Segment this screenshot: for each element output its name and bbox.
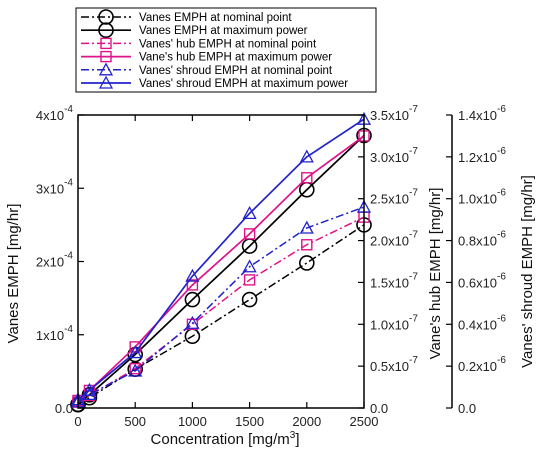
data-point — [241, 291, 258, 308]
right-tick-label: 0.2x10-6 — [458, 355, 506, 374]
left-tick-label: 3x10-4 — [36, 177, 74, 196]
left-axis-label: Vanes EMPH [mg/hr] — [5, 204, 22, 344]
legend-entry: Vane's hub EMPH at maximum power — [139, 52, 332, 64]
x-tick-label: 2500 — [350, 414, 379, 429]
series-2 — [72, 211, 370, 408]
x-tick-label: 0 — [74, 414, 81, 429]
legend-marker — [100, 37, 112, 50]
series-line — [77, 216, 365, 403]
data-point — [128, 345, 143, 359]
mid-tick-label: 0.0 — [370, 401, 388, 416]
right-tick-label: 0.8x10-6 — [458, 230, 506, 249]
data-point — [242, 206, 257, 220]
mid-tick-label: 3.5x10-7 — [370, 104, 418, 123]
x-axis-label: Concentration [mg/m3] — [151, 430, 300, 448]
left-tick-label: 4x10-4 — [36, 104, 74, 123]
mid-tick-label: 1.5x10-7 — [370, 271, 418, 290]
data-point — [82, 387, 97, 401]
right-tick-label: 0.4x10-6 — [458, 313, 506, 332]
series-0 — [70, 217, 372, 413]
mid-tick-label: 2.5x10-7 — [370, 188, 418, 207]
left-tick-label: 2x10-4 — [36, 251, 74, 270]
series-4 — [70, 199, 372, 408]
legend-marker — [100, 50, 112, 63]
data-point — [185, 268, 200, 282]
left-tick-label: 0.0 — [55, 401, 73, 416]
right-tick-label: 1.2x10-6 — [458, 146, 506, 165]
data-point — [299, 149, 314, 163]
data-point — [186, 318, 199, 330]
data-point — [243, 274, 256, 286]
data-point — [128, 363, 143, 377]
mid-axis-label: Vane's hub EMPH [mg/hr] — [427, 188, 444, 360]
legend-entry: Vanes' shroud EMPH at nominal point — [139, 65, 333, 77]
data-point — [242, 259, 257, 273]
legend-entry: Vanes EMPH at nominal point — [139, 12, 292, 24]
plot-area — [70, 111, 372, 413]
legend-entry: Vanes' hub EMPH at nominal point — [139, 38, 317, 50]
right-tick-label: 1.4x10-6 — [458, 104, 506, 123]
x-tick-label: 2000 — [292, 414, 321, 429]
series-line — [77, 224, 365, 406]
mid-tick-label: 1.0x10-7 — [370, 313, 418, 332]
right-tick-label: 0.6x10-6 — [458, 271, 506, 290]
mid-tick-label: 2.0x10-7 — [370, 230, 418, 249]
legend-marker — [98, 62, 114, 76]
data-point — [186, 279, 199, 291]
right-tick-label: 1.0x10-6 — [458, 188, 506, 207]
series-line — [77, 206, 365, 403]
series-line — [77, 118, 365, 401]
x-tick-label: 1000 — [178, 414, 207, 429]
legend-marker — [98, 75, 114, 89]
left-tick-label: 1x10-4 — [36, 324, 74, 343]
data-point — [299, 220, 314, 234]
data-point — [82, 382, 97, 396]
legend-entry: Vanes' shroud EMPH at maximum power — [139, 78, 348, 90]
data-point — [185, 315, 200, 329]
x-tick-label: 1500 — [235, 414, 264, 429]
legend-marker — [98, 22, 114, 39]
axes: 0 500 1000 1500 2000 2500 Concentration [mg/m3… — [5, 104, 536, 448]
legend-entry: Vanes EMPH at maximum power — [139, 25, 308, 37]
data-point — [184, 291, 201, 308]
mid-tick-label: 3.0x10-7 — [370, 146, 418, 165]
legend-box — [75, 7, 377, 93]
data-point — [243, 228, 256, 240]
x-tick-label: 500 — [124, 414, 146, 429]
right-tick-label: 0.0 — [458, 401, 476, 416]
data-point — [301, 172, 313, 184]
data-point — [298, 255, 315, 271]
right-axis-label: Vanes' shroud EMPH [mg/hr] — [519, 175, 536, 368]
data-point — [301, 239, 313, 251]
mid-tick-label: 0.5x10-7 — [370, 355, 418, 374]
